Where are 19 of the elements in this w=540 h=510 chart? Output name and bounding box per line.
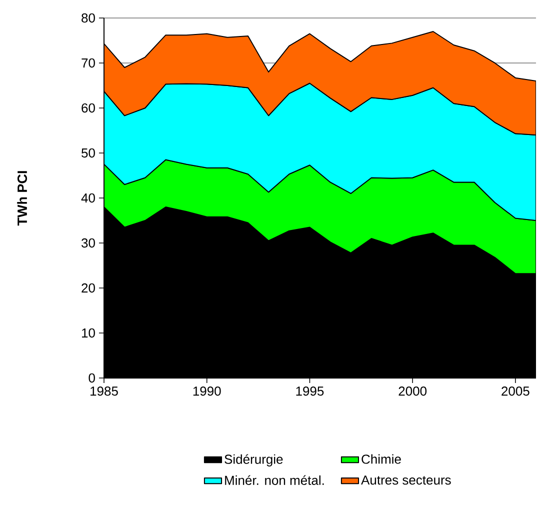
y-tick-label: 60 xyxy=(82,103,95,113)
y-tick-label: 0 xyxy=(88,373,95,383)
y-tick-label: 30 xyxy=(82,238,95,248)
legend-label: Chimie xyxy=(362,454,401,464)
y-tick-label: 40 xyxy=(81,193,95,203)
y-tick-label: 70 xyxy=(82,58,95,68)
y-axis-title: TWh PCI xyxy=(17,171,28,226)
legend-label: Minér. non métal. xyxy=(225,475,324,485)
y-tick-label: 20 xyxy=(82,283,95,293)
x-tick-label: 1990 xyxy=(193,386,221,396)
x-tick-label: 1995 xyxy=(296,386,324,396)
legend-label: Autres secteurs xyxy=(361,476,451,485)
x-tick-label: 2005 xyxy=(502,386,530,396)
y-tick-label: 80 xyxy=(82,13,95,23)
y-tick-label: 10 xyxy=(82,328,95,338)
x-tick-label: 2000 xyxy=(398,386,427,396)
legend-label: Sidérurgie xyxy=(224,454,283,466)
y-tick-label: 50 xyxy=(82,148,95,158)
x-tick-label: 1985 xyxy=(90,386,118,396)
